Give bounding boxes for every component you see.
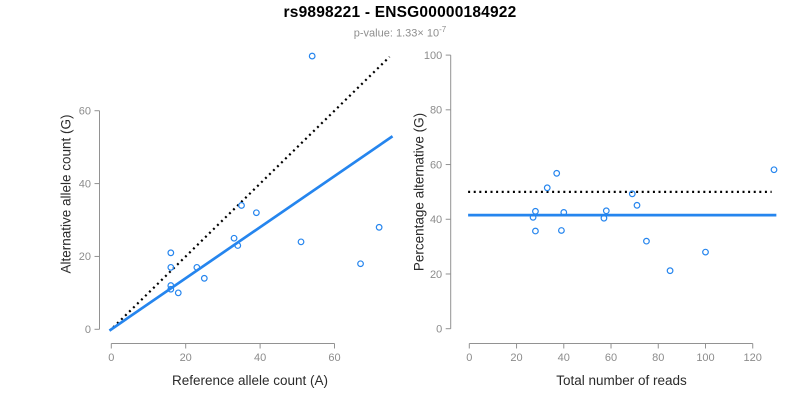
data-point [633, 201, 641, 209]
data-point [560, 209, 568, 216]
x-tick-label: 120 [744, 352, 762, 364]
data-point [553, 169, 561, 177]
data-point [375, 223, 383, 231]
y-tick-label: 0 [85, 324, 91, 336]
y-tick-label: 60 [430, 159, 442, 171]
data-point [167, 285, 175, 293]
identity-expected-line [112, 56, 391, 329]
data-point [702, 248, 709, 256]
data-point [252, 209, 260, 217]
x-tick-label: 20 [510, 352, 522, 364]
left-x-axis-label: Reference allele count (A) [172, 373, 328, 388]
x-tick-label: 0 [466, 352, 472, 364]
data-point [529, 213, 537, 221]
y-tick-label: 40 [430, 214, 442, 226]
right-y-axis-label: Percentage alternative (G) [412, 113, 427, 271]
x-tick-label: 0 [108, 352, 114, 364]
data-point [666, 267, 674, 275]
pvalue-exponent: -7 [439, 25, 447, 34]
data-point [357, 260, 364, 268]
y-tick-label: 20 [79, 251, 91, 263]
data-point [543, 184, 551, 192]
data-point [174, 289, 182, 297]
data-point [308, 52, 316, 60]
data-point [200, 274, 208, 282]
page-title: rs9898221 - ENSG00000184922 [283, 4, 517, 21]
data-point [558, 227, 565, 234]
data-point [167, 249, 175, 257]
y-tick-label: 40 [79, 178, 91, 190]
chart-header: rs9898221 - ENSG00000184922 p-value: 1.3… [0, 4, 800, 40]
data-point [602, 207, 610, 215]
y-tick-label: 0 [436, 324, 442, 336]
data-point [167, 282, 175, 289]
fit-line [108, 135, 394, 332]
left-y-axis-label: Alternative allele count (G) [59, 114, 74, 273]
data-point [600, 214, 608, 222]
y-tick-label: 80 [430, 105, 442, 117]
x-tick-label: 80 [652, 352, 664, 364]
right-x-axis-label: Total number of reads [556, 373, 687, 388]
data-point [234, 242, 242, 249]
x-tick-label: 100 [696, 352, 714, 364]
data-point [532, 207, 539, 215]
left-plot: 0 20 40 60 0 20 40 60 [79, 52, 394, 364]
data-point [230, 234, 238, 242]
data-point [643, 237, 650, 245]
x-tick-label: 40 [254, 352, 266, 364]
x-tick-label: 20 [180, 352, 192, 364]
y-tick-label: 20 [430, 269, 442, 281]
data-point [193, 263, 201, 271]
pvalue-text: p-value: 1.33× 10 [353, 27, 440, 40]
data-point [297, 238, 305, 246]
right-plot: 0 20 40 60 80 100 0 20 40 60 80 100 120 [424, 50, 778, 364]
data-point [238, 202, 245, 209]
x-tick-label: 60 [605, 352, 617, 364]
x-tick-label: 60 [328, 352, 340, 364]
page-subtitle: p-value: 1.33× 10-7 [0, 25, 800, 40]
data-point [770, 166, 778, 174]
data-point [532, 227, 539, 235]
x-tick-label: 40 [558, 352, 570, 364]
y-tick-label: 100 [424, 50, 442, 62]
data-point [628, 190, 636, 198]
y-tick-label: 60 [79, 106, 91, 118]
data-point [167, 263, 175, 271]
